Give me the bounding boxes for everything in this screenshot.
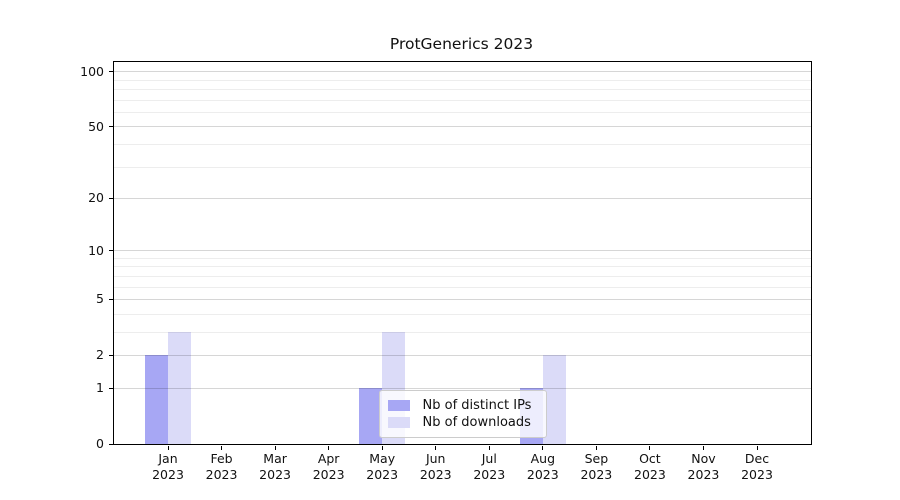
- month-label: Sep: [584, 451, 609, 466]
- legend-swatch-downloads: [387, 417, 410, 428]
- bar-may-distinct-ips: [359, 388, 383, 444]
- bar-jan-distinct-ips: [145, 355, 168, 444]
- x-axis-tick-label: Jun 2023: [401, 444, 471, 483]
- minor-gridline: [114, 313, 811, 315]
- x-axis-tick-label: Mar 2023: [240, 444, 310, 483]
- y-axis-tick: [109, 298, 113, 300]
- x-axis-tick: [595, 446, 597, 450]
- year-label: 2023: [259, 467, 291, 482]
- month-label: Aug: [530, 451, 556, 466]
- legend-item-distinct-ips: Nb of distinct IPs: [387, 397, 538, 414]
- y-axis-tick: [109, 443, 113, 445]
- minor-gridline: [114, 257, 811, 259]
- y-axis-tick-label: 1: [96, 380, 104, 396]
- y-axis-tick-label: 10: [88, 242, 104, 258]
- minor-gridline: [114, 99, 811, 101]
- x-axis-tick-label: Dec 2023: [722, 444, 792, 483]
- minor-gridline: [114, 166, 811, 168]
- x-axis-tick-label: Oct 2023: [615, 444, 685, 483]
- month-label: Feb: [210, 451, 233, 466]
- x-axis-tick: [381, 446, 383, 450]
- major-gridline: [114, 71, 811, 73]
- y-axis-tick-label: 50: [88, 118, 104, 134]
- y-axis-tick-label: 5: [96, 291, 104, 307]
- x-axis-tick: [756, 446, 758, 450]
- year-label: 2023: [312, 467, 345, 482]
- year-label: 2023: [687, 467, 720, 482]
- month-label: Dec: [744, 451, 770, 466]
- y-axis-tick-label: 100: [80, 63, 104, 79]
- legend-label-downloads: Nb of downloads: [422, 415, 531, 430]
- minor-gridline: [114, 286, 811, 288]
- year-label: 2023: [419, 467, 452, 482]
- month-label: Apr: [317, 451, 340, 466]
- y-axis-tick-label: 20: [88, 190, 104, 206]
- y-axis-tick-label: 0: [96, 436, 104, 451]
- y-axis-tick-label: 2: [96, 347, 104, 363]
- legend-label-distinct-ips: Nb of distinct IPs: [422, 398, 532, 413]
- month-label: Jan: [158, 451, 178, 466]
- x-axis-tick: [167, 446, 169, 450]
- major-gridline: [114, 250, 811, 252]
- y-axis-tick: [109, 126, 113, 128]
- x-axis-tick: [274, 446, 276, 450]
- minor-gridline: [114, 266, 811, 268]
- major-gridline: [114, 126, 811, 128]
- month-label: May: [369, 451, 396, 466]
- chart-title: ProtGenerics 2023: [389, 35, 534, 53]
- legend-swatch-distinct-ips: [387, 400, 410, 411]
- minor-gridline: [114, 143, 811, 145]
- year-label: 2023: [580, 467, 613, 482]
- year-label: 2023: [366, 467, 399, 482]
- x-axis-tick-label: May 2023: [347, 444, 417, 483]
- year-label: 2023: [526, 467, 559, 482]
- x-axis-tick-label: Jul 2023: [454, 444, 524, 483]
- month-label: Oct: [639, 451, 661, 466]
- major-gridline: [114, 298, 811, 300]
- minor-gridline: [114, 79, 811, 81]
- legend-item-downloads: Nb of downloads: [387, 414, 538, 431]
- x-axis-tick: [221, 446, 223, 450]
- major-gridline: [114, 354, 811, 356]
- minor-gridline: [114, 331, 811, 333]
- x-axis-tick: [488, 446, 490, 450]
- minor-gridline: [114, 275, 811, 277]
- year-label: 2023: [473, 467, 506, 482]
- minor-gridline: [114, 111, 811, 113]
- x-axis-tick-label: Jan 2023: [133, 444, 203, 483]
- x-axis-tick-label: Sep 2023: [561, 444, 631, 483]
- y-axis-tick: [109, 354, 113, 356]
- year-label: 2023: [205, 467, 238, 482]
- plot-area: Nb of distinct IPs Nb of downloads 0 1 2 5 1…: [80, 61, 812, 482]
- major-gridline: [114, 387, 811, 389]
- month-label: Nov: [691, 451, 716, 466]
- bar-aug-downloads: [542, 355, 566, 444]
- x-axis-tick: [435, 446, 437, 450]
- major-gridline: [114, 197, 811, 199]
- x-axis-tick-label: Nov 2023: [668, 444, 738, 483]
- year-label: 2023: [741, 467, 773, 482]
- year-label: 2023: [634, 467, 666, 482]
- y-axis-tick: [109, 387, 113, 389]
- minor-gridline: [114, 89, 811, 91]
- y-axis-tick: [109, 250, 113, 252]
- x-axis-tick-label: Aug 2023: [508, 444, 578, 483]
- y-axis-tick: [109, 197, 113, 199]
- bar-jan-downloads: [168, 332, 191, 444]
- x-axis-tick: [542, 446, 544, 450]
- month-label: Jul: [481, 451, 497, 466]
- legend: Nb of distinct IPs Nb of downloads: [378, 390, 547, 438]
- year-label: 2023: [152, 467, 184, 482]
- y-axis-tick: [109, 71, 113, 73]
- x-axis-tick: [328, 446, 330, 450]
- x-axis-tick-label: Feb 2023: [187, 444, 257, 483]
- month-label: Mar: [263, 451, 287, 466]
- x-axis-tick: [649, 446, 651, 450]
- x-axis-tick: [702, 446, 704, 450]
- month-label: Jun: [425, 451, 446, 466]
- x-axis-tick-label: Apr 2023: [294, 444, 364, 483]
